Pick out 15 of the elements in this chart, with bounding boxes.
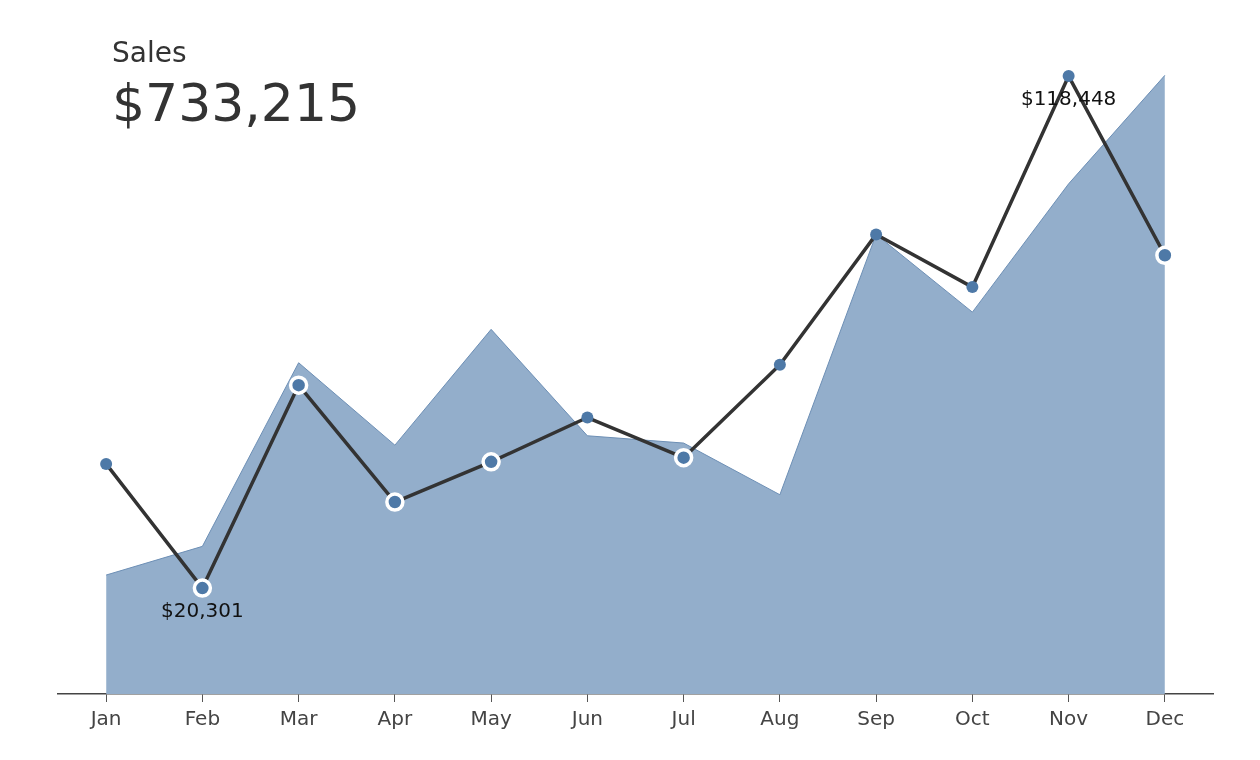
x-tick-label: Feb [184,706,221,731]
chart-title: Sales [112,36,188,69]
data-label: $20,301 [161,598,244,623]
x-tick-label: Mar [279,706,319,731]
x-tick-label: Sep [857,706,895,731]
x-tick-label: Dec [1145,706,1185,731]
x-tick-label: Oct [955,706,990,731]
x-tick-label: Jun [569,706,603,731]
x-tick-label: Nov [1049,706,1089,731]
x-tick-label: Aug [760,706,800,731]
chart-subtitle: $733,215 [112,73,361,133]
x-tick-label: May [470,706,512,731]
x-tick-label: Jan [88,706,122,731]
x-tick-label: Apr [377,706,413,731]
x-tick-label: Jul [669,706,696,731]
